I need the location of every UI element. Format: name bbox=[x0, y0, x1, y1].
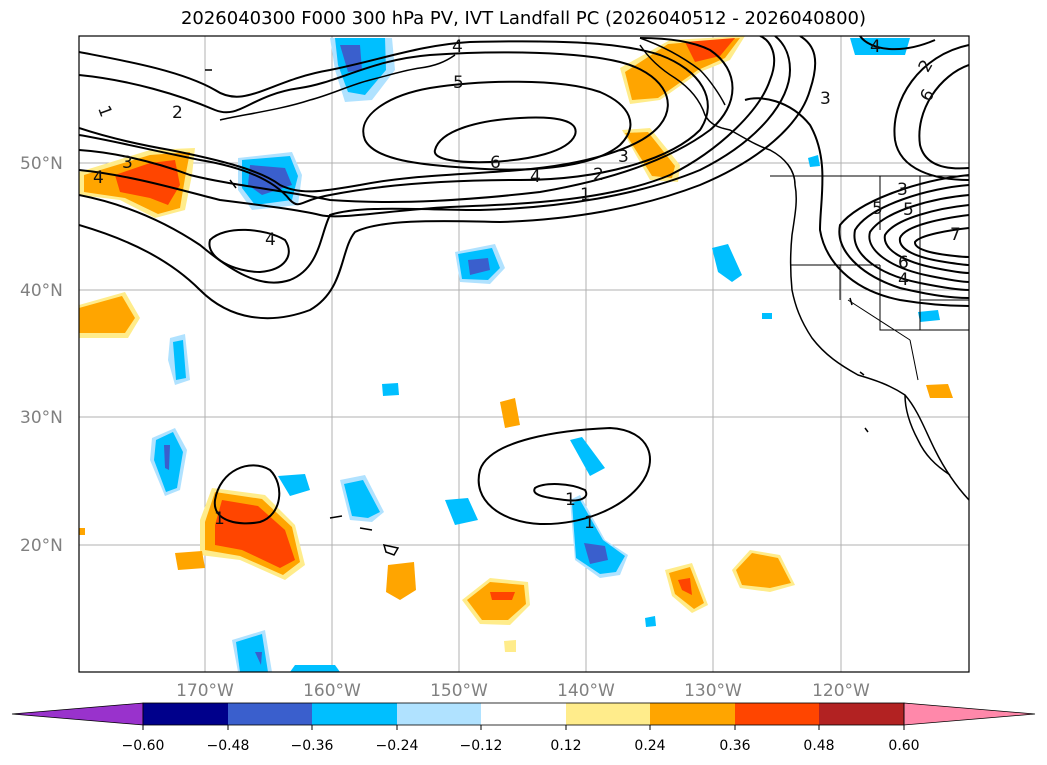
coastline-canada bbox=[639, 37, 726, 106]
contour-label: 6 bbox=[898, 253, 909, 273]
contour-label: 2 bbox=[172, 103, 183, 123]
colorbar-tick-label: −0.48 bbox=[207, 738, 250, 754]
contour-line bbox=[868, 194, 969, 283]
contour-line bbox=[79, 51, 669, 193]
contour-line bbox=[744, 97, 969, 307]
contour-label: 2 bbox=[593, 165, 604, 185]
colorbar-segment bbox=[819, 703, 904, 725]
contour-label: 4 bbox=[870, 37, 881, 57]
colorbar-segment bbox=[397, 703, 481, 725]
colorbar-tick-label: 0.12 bbox=[550, 738, 581, 754]
coastline-baja bbox=[904, 394, 951, 476]
colorbar-extend-max bbox=[903, 702, 1036, 726]
colorbar-tick-label: 0.60 bbox=[888, 738, 919, 754]
lon-label: 150°W bbox=[430, 681, 488, 701]
contour-line bbox=[79, 37, 734, 203]
lat-label: 50°N bbox=[20, 154, 63, 174]
colorbar-segment bbox=[481, 703, 566, 725]
contour-label: 4 bbox=[452, 37, 463, 57]
coastlines bbox=[205, 37, 969, 556]
colorbar-tick-label: −0.12 bbox=[460, 738, 503, 754]
contour-label: 7 bbox=[950, 225, 961, 245]
colorbar-tick-label: −0.36 bbox=[291, 738, 334, 754]
colorbar-tick-label: 0.24 bbox=[634, 738, 665, 754]
contour-label: 3 bbox=[122, 153, 133, 173]
colorbar-segment bbox=[312, 703, 397, 725]
coastline-hawaii bbox=[329, 515, 400, 556]
colorbar-tick-label: −0.60 bbox=[122, 738, 165, 754]
contour-line bbox=[898, 214, 969, 266]
contour-label: 1 bbox=[565, 490, 576, 510]
contour-line bbox=[79, 40, 709, 206]
colorbar-tick-marks bbox=[142, 725, 905, 730]
colorbar-tick-label: −0.24 bbox=[376, 738, 419, 754]
colorbar-segment bbox=[228, 703, 312, 725]
lat-label: 20°N bbox=[20, 536, 63, 556]
contour-line bbox=[477, 426, 651, 526]
contour-line bbox=[433, 116, 577, 164]
lon-label: 170°W bbox=[176, 681, 234, 701]
pv-blob-negative bbox=[455, 244, 505, 284]
pv-blob-positive bbox=[79, 384, 953, 652]
contour-label: 3 bbox=[618, 147, 629, 167]
contour-line bbox=[362, 80, 632, 171]
contour-label: 3 bbox=[897, 180, 908, 200]
lon-label: 160°W bbox=[303, 681, 361, 701]
lon-label: 120°W bbox=[812, 681, 870, 701]
contour-label: 4 bbox=[898, 270, 909, 290]
contour-line bbox=[914, 227, 969, 258]
colorbar-segment bbox=[735, 703, 819, 725]
contour-line bbox=[208, 228, 290, 274]
colorbar-tick-label: 0.36 bbox=[719, 738, 750, 754]
contour-line bbox=[533, 483, 588, 502]
lon-label: 140°W bbox=[557, 681, 615, 701]
ivt-contours bbox=[79, 36, 969, 526]
colorbar-tick-label: 0.48 bbox=[803, 738, 834, 754]
colorbar-segment bbox=[143, 703, 228, 725]
contour-label: 6 bbox=[490, 153, 501, 173]
contour-label: 5 bbox=[872, 199, 883, 219]
pv-blob-positive bbox=[200, 488, 305, 580]
contour-line bbox=[853, 184, 969, 291]
contour-label: 4 bbox=[93, 168, 104, 188]
state-borders bbox=[770, 175, 969, 381]
map-title: 2026040300 F000 300 hPa PV, IVT Landfall… bbox=[180, 8, 867, 29]
contour-line bbox=[883, 204, 969, 274]
contour-label: 1 bbox=[580, 185, 591, 205]
lon-label: 130°W bbox=[684, 681, 742, 701]
longitude-labels: 170°W 160°W 150°W 140°W 130°W 120°W bbox=[176, 681, 870, 701]
contour-label: 1 bbox=[214, 509, 225, 529]
pv-anomaly-fields bbox=[79, 36, 953, 672]
coastline-islands bbox=[205, 69, 869, 433]
contour-label: 4 bbox=[265, 230, 276, 250]
contour-line bbox=[838, 174, 969, 299]
lat-label: 30°N bbox=[20, 408, 63, 428]
colorbar-extend-min bbox=[11, 702, 144, 726]
contour-label: 5 bbox=[903, 200, 914, 220]
colorbar-segment bbox=[566, 703, 650, 725]
colorbar-outline bbox=[142, 702, 905, 726]
lat-label: 40°N bbox=[20, 281, 63, 301]
contour-label: 3 bbox=[820, 89, 831, 109]
colorbar-segment bbox=[650, 703, 735, 725]
contour-label: 5 bbox=[453, 73, 464, 93]
contour-line bbox=[213, 464, 281, 525]
map-frame bbox=[78, 35, 970, 673]
contour-label: 4 bbox=[530, 167, 541, 187]
latitude-labels: 50°N 40°N 30°N 20°N bbox=[20, 154, 63, 556]
map-background bbox=[79, 36, 969, 672]
contour-label: 1 bbox=[584, 513, 595, 533]
coastline-alaska-islands bbox=[219, 54, 456, 121]
contour-line bbox=[859, 36, 936, 51]
contour-line bbox=[79, 36, 776, 218]
colorbar: −0.60 −0.48 −0.36 −0.24 −0.12 0.12 0.24 … bbox=[11, 702, 1036, 754]
pv-blob-positive bbox=[79, 292, 140, 338]
contour-line bbox=[918, 64, 969, 170]
contour-line bbox=[79, 36, 817, 320]
contour-line bbox=[79, 36, 792, 284]
